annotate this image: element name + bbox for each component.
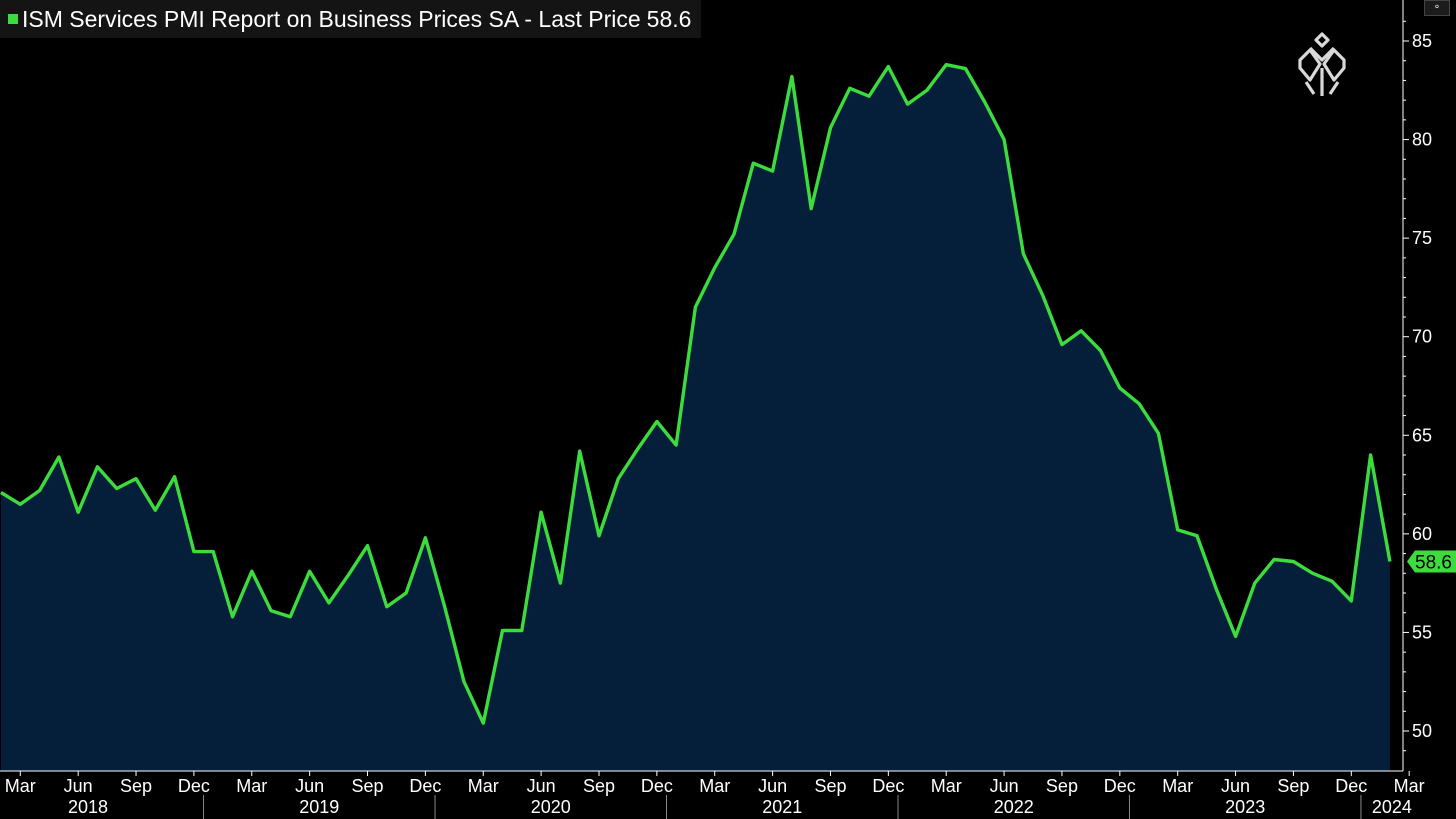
last-price-tag-bg: [1407, 550, 1456, 573]
chart-title-text: ISM Services PMI Report on Business Pric…: [22, 5, 641, 32]
x-tick-label: Sep: [120, 776, 152, 796]
year-label: 2018: [68, 797, 108, 817]
x-tick-label: Sep: [1046, 776, 1078, 796]
chart-title-last-value: 58.6: [646, 5, 692, 32]
last-price-marker: 58.6: [1407, 550, 1456, 573]
x-tick-label: Mar: [1394, 776, 1425, 796]
x-tick-label: Jun: [990, 776, 1019, 796]
brand-logo-icon: [1298, 32, 1346, 96]
y-tick-label: 55: [1412, 622, 1432, 642]
x-tick-label: Mar: [5, 776, 36, 796]
x-tick-label: Mar: [931, 776, 962, 796]
y-tick-label: 70: [1412, 327, 1432, 347]
x-tick-label: Mar: [1162, 776, 1193, 796]
x-tick-label: Dec: [1104, 776, 1136, 796]
x-tick-label: Mar: [236, 776, 267, 796]
series-area: [1, 64, 1390, 771]
y-tick-label: 65: [1412, 425, 1432, 445]
y-tick-label: 85: [1412, 31, 1432, 51]
x-tick-label: Sep: [1277, 776, 1309, 796]
chart-title: ISM Services PMI Report on Business Pric…: [0, 0, 702, 38]
x-tick-label: Mar: [699, 776, 730, 796]
y-tick-label: 75: [1412, 228, 1432, 248]
x-tick-label: Sep: [814, 776, 846, 796]
y-axis: 50 55 60 65 70 75 80 85: [0, 0, 1432, 772]
x-tick-label: Jun: [1221, 776, 1250, 796]
area-layer: [1, 64, 1390, 771]
year-label: 2023: [1225, 797, 1265, 817]
settings-corner-button[interactable]: ⚬: [1424, 0, 1450, 16]
year-label: 2024: [1372, 797, 1412, 817]
x-tick-label: Dec: [872, 776, 904, 796]
x-axis: Mar Jun Sep Dec Mar Jun Sep Dec Mar Jun Sep Dec Mar J…: [5, 771, 1425, 819]
x-tick-label: Dec: [178, 776, 210, 796]
legend-swatch-icon: [8, 14, 18, 24]
x-tick-label: Sep: [583, 776, 615, 796]
year-label: 2022: [994, 797, 1034, 817]
y-tick-label: 60: [1412, 524, 1432, 544]
line-layer: [0, 62, 1392, 725]
x-tick-label: Jun: [527, 776, 556, 796]
x-tick-label: Jun: [295, 776, 324, 796]
x-tick-label: Dec: [641, 776, 673, 796]
last-price-tag: 58.6: [1407, 550, 1456, 573]
x-tick-label: Jun: [758, 776, 787, 796]
x-tick-label: Sep: [351, 776, 383, 796]
year-label: 2019: [299, 797, 339, 817]
x-tick-label: Dec: [409, 776, 441, 796]
year-label: 2021: [762, 797, 802, 817]
x-tick-label: Dec: [1335, 776, 1367, 796]
year-label: 2020: [531, 797, 571, 817]
y-tick-label: 50: [1412, 721, 1432, 741]
last-price-tag-text: 58.6: [1415, 552, 1452, 573]
x-tick-label: Mar: [468, 776, 499, 796]
x-tick-label: Jun: [64, 776, 93, 796]
y-tick-label: 80: [1412, 130, 1432, 150]
